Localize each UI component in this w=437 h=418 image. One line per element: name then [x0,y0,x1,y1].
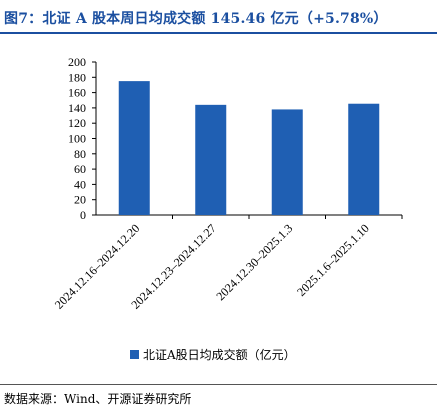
y-tick-label: 120 [68,116,86,130]
y-tick-label: 180 [68,70,86,84]
title-rule [0,32,437,34]
x-tick-label: 2024.12.23–2024.12.27 [128,221,219,312]
y-tick-label: 200 [68,55,86,69]
y-tick-label: 140 [68,101,86,115]
legend-swatch [130,350,139,359]
source-rule [0,384,437,385]
y-tick-label: 40 [74,177,86,191]
y-tick-label: 20 [74,193,86,207]
y-tick-label: 100 [68,132,86,146]
y-tick-label: 80 [74,147,86,161]
y-tick-label: 60 [74,162,86,176]
figure-title: 图7：北证 A 股本周日均成交额 145.46 亿元（+5.78%） [4,11,388,27]
bar [271,109,303,215]
bar [118,81,150,215]
y-tick-label: 0 [80,208,86,222]
y-tick-label: 160 [68,86,86,100]
legend-label: 北证A股日均成交额（亿元） [143,347,296,362]
x-tick-labels: 2024.12.16–2024.12.202024.12.23–2024.12.… [52,215,403,312]
bar [348,103,380,215]
source-note: 数据来源：Wind、开源证券研究所 [4,392,192,406]
chart-legend: 北证A股日均成交额（亿元） [130,347,296,362]
bar [195,104,227,215]
chart-bars [118,81,380,215]
x-tick-label: 2025.1.6–2025.1.10 [294,221,372,299]
x-tick-label: 2024.12.30–2025.1.3 [213,221,295,303]
x-tick-label: 2024.12.16–2024.12.20 [52,221,143,312]
